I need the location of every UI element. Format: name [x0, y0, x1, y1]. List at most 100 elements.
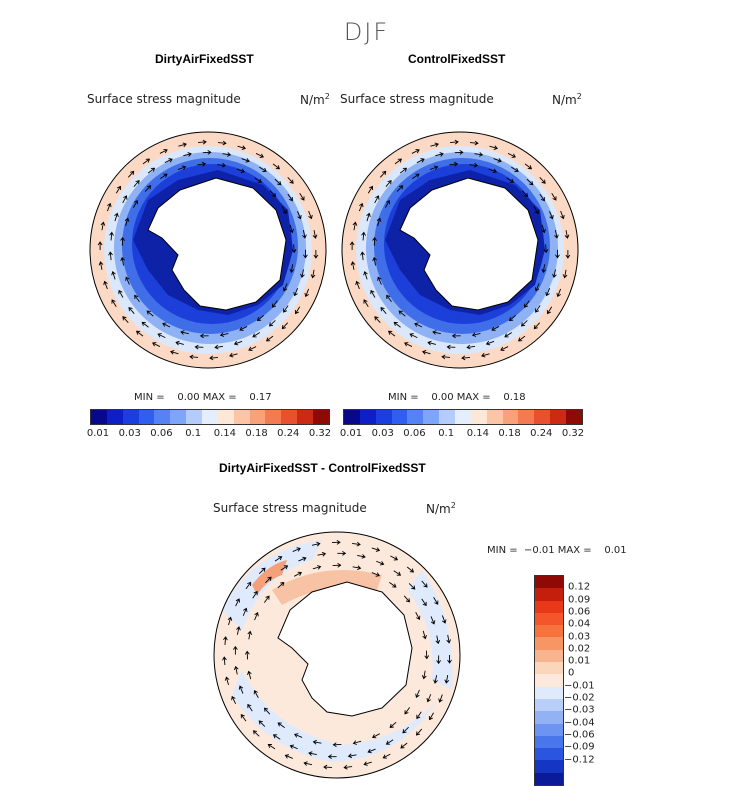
wind-arrow	[289, 744, 298, 750]
colorbar-tick-label: 0.1	[185, 428, 202, 439]
wind-arrow	[539, 177, 546, 184]
wind-arrow	[229, 352, 238, 358]
wind-arrow	[367, 748, 376, 754]
wind-arrow	[433, 675, 438, 684]
wind-arrow	[164, 158, 173, 164]
wind-arrow	[284, 754, 293, 759]
colorbar-swatch	[281, 410, 298, 424]
colorbar-swatch	[249, 410, 266, 424]
wind-arrow	[294, 733, 303, 738]
colorbar-ticks-dirty: 0.01 0.03 0.06 0.1 0.14 0.18 0.24 0.32	[87, 428, 332, 442]
wind-arrow	[281, 206, 287, 215]
wind-arrow	[402, 726, 409, 734]
wind-arrow	[331, 539, 341, 545]
wind-arrow	[363, 299, 369, 308]
wind-arrow	[310, 269, 316, 279]
colorbar-swatch	[407, 410, 424, 424]
wind-arrow	[474, 152, 484, 157]
colorbar-tick-label: 0.32	[308, 428, 332, 439]
wind-arrow	[128, 306, 135, 314]
wind-arrow	[236, 626, 241, 635]
colorbar-swatch	[233, 410, 250, 424]
wind-arrow	[372, 236, 377, 246]
wind-arrow	[120, 256, 125, 266]
colorbar-swatch	[535, 711, 563, 724]
colorbar-swatch	[535, 600, 563, 613]
wind-arrow	[524, 163, 533, 170]
wind-arrow	[415, 612, 421, 621]
wind-arrow	[159, 148, 168, 154]
wind-arrow	[379, 170, 387, 178]
wind-arrow	[214, 344, 224, 350]
colorbar-tick-label: 0.24	[530, 428, 553, 439]
wind-arrow	[323, 764, 332, 770]
antarctica-landmass	[147, 177, 287, 311]
wind-vectors	[97, 139, 319, 361]
colorbar-swatch	[313, 410, 329, 424]
wind-arrow	[352, 541, 361, 547]
wind-arrow	[297, 211, 302, 220]
wind-arrow	[424, 650, 430, 660]
wind-arrow	[133, 180, 140, 188]
wind-arrow	[535, 305, 541, 313]
wind-arrow	[347, 753, 357, 759]
wind-arrow	[134, 294, 140, 303]
colorbar-swatch	[217, 410, 234, 424]
wind-arrow	[283, 305, 289, 313]
colorbar-tick-label: −0.12	[564, 754, 595, 765]
wind-arrow	[98, 261, 104, 270]
wind-arrow	[564, 230, 570, 239]
wind-arrow	[438, 694, 443, 703]
wind-arrow	[387, 330, 396, 337]
wind-arrow	[421, 670, 427, 680]
wind-arrow	[233, 645, 238, 655]
wind-arrow	[506, 177, 515, 183]
colorbar-swatch	[535, 723, 563, 736]
wind-arrow	[312, 739, 322, 745]
wind-arrow	[371, 733, 380, 739]
colorbar-swatch	[535, 649, 563, 663]
panel-units-diff: N/m2	[426, 501, 456, 516]
colorbar-diff	[534, 575, 564, 786]
wind-vectors	[349, 139, 571, 361]
wind-arrow	[231, 695, 237, 705]
wind-arrow	[254, 177, 263, 183]
wind-arrow	[312, 565, 322, 570]
wind-arrow	[268, 320, 276, 327]
colorbar-tick-label: 0.1	[438, 428, 455, 439]
panel-variable-control: Surface stress magnitude	[340, 92, 494, 106]
colorbar-tick-label: 0	[568, 667, 575, 679]
wind-arrow	[403, 595, 411, 603]
wind-arrow	[543, 244, 549, 254]
wind-arrow	[135, 330, 144, 337]
wind-arrow	[280, 565, 289, 571]
colorbar-swatch	[375, 410, 392, 424]
wind-arrow	[152, 342, 161, 347]
wind-arrow	[393, 570, 402, 576]
wind-arrow	[390, 555, 399, 561]
colorbar-swatch	[470, 410, 487, 424]
wind-arrow	[114, 212, 119, 222]
wind-arrow	[222, 656, 227, 666]
colorbar-swatch	[535, 674, 563, 687]
panel-variable-dirty: Surface stress magnitude	[87, 92, 241, 106]
wind-arrow	[311, 541, 321, 547]
minmax-control: MIN = 0.00 MAX = 0.18	[388, 392, 526, 403]
wind-arrow	[97, 241, 103, 250]
wind-arrow	[292, 547, 301, 552]
wind-arrow	[189, 354, 199, 360]
wind-arrow	[177, 165, 187, 170]
wind-arrow	[332, 742, 342, 748]
wind-arrow	[106, 202, 112, 212]
wind-arrow	[404, 707, 411, 715]
wind-arrow	[332, 562, 342, 568]
wind-arrow	[541, 224, 546, 234]
wind-arrow	[233, 665, 239, 675]
wind-arrow	[441, 615, 447, 624]
panel-units-dirty: N/m2	[300, 92, 330, 107]
map-diff	[213, 531, 461, 779]
wind-arrow	[560, 210, 565, 220]
wind-arrow	[385, 739, 394, 745]
colorbar-swatch	[535, 612, 563, 626]
wind-arrow	[125, 276, 130, 285]
